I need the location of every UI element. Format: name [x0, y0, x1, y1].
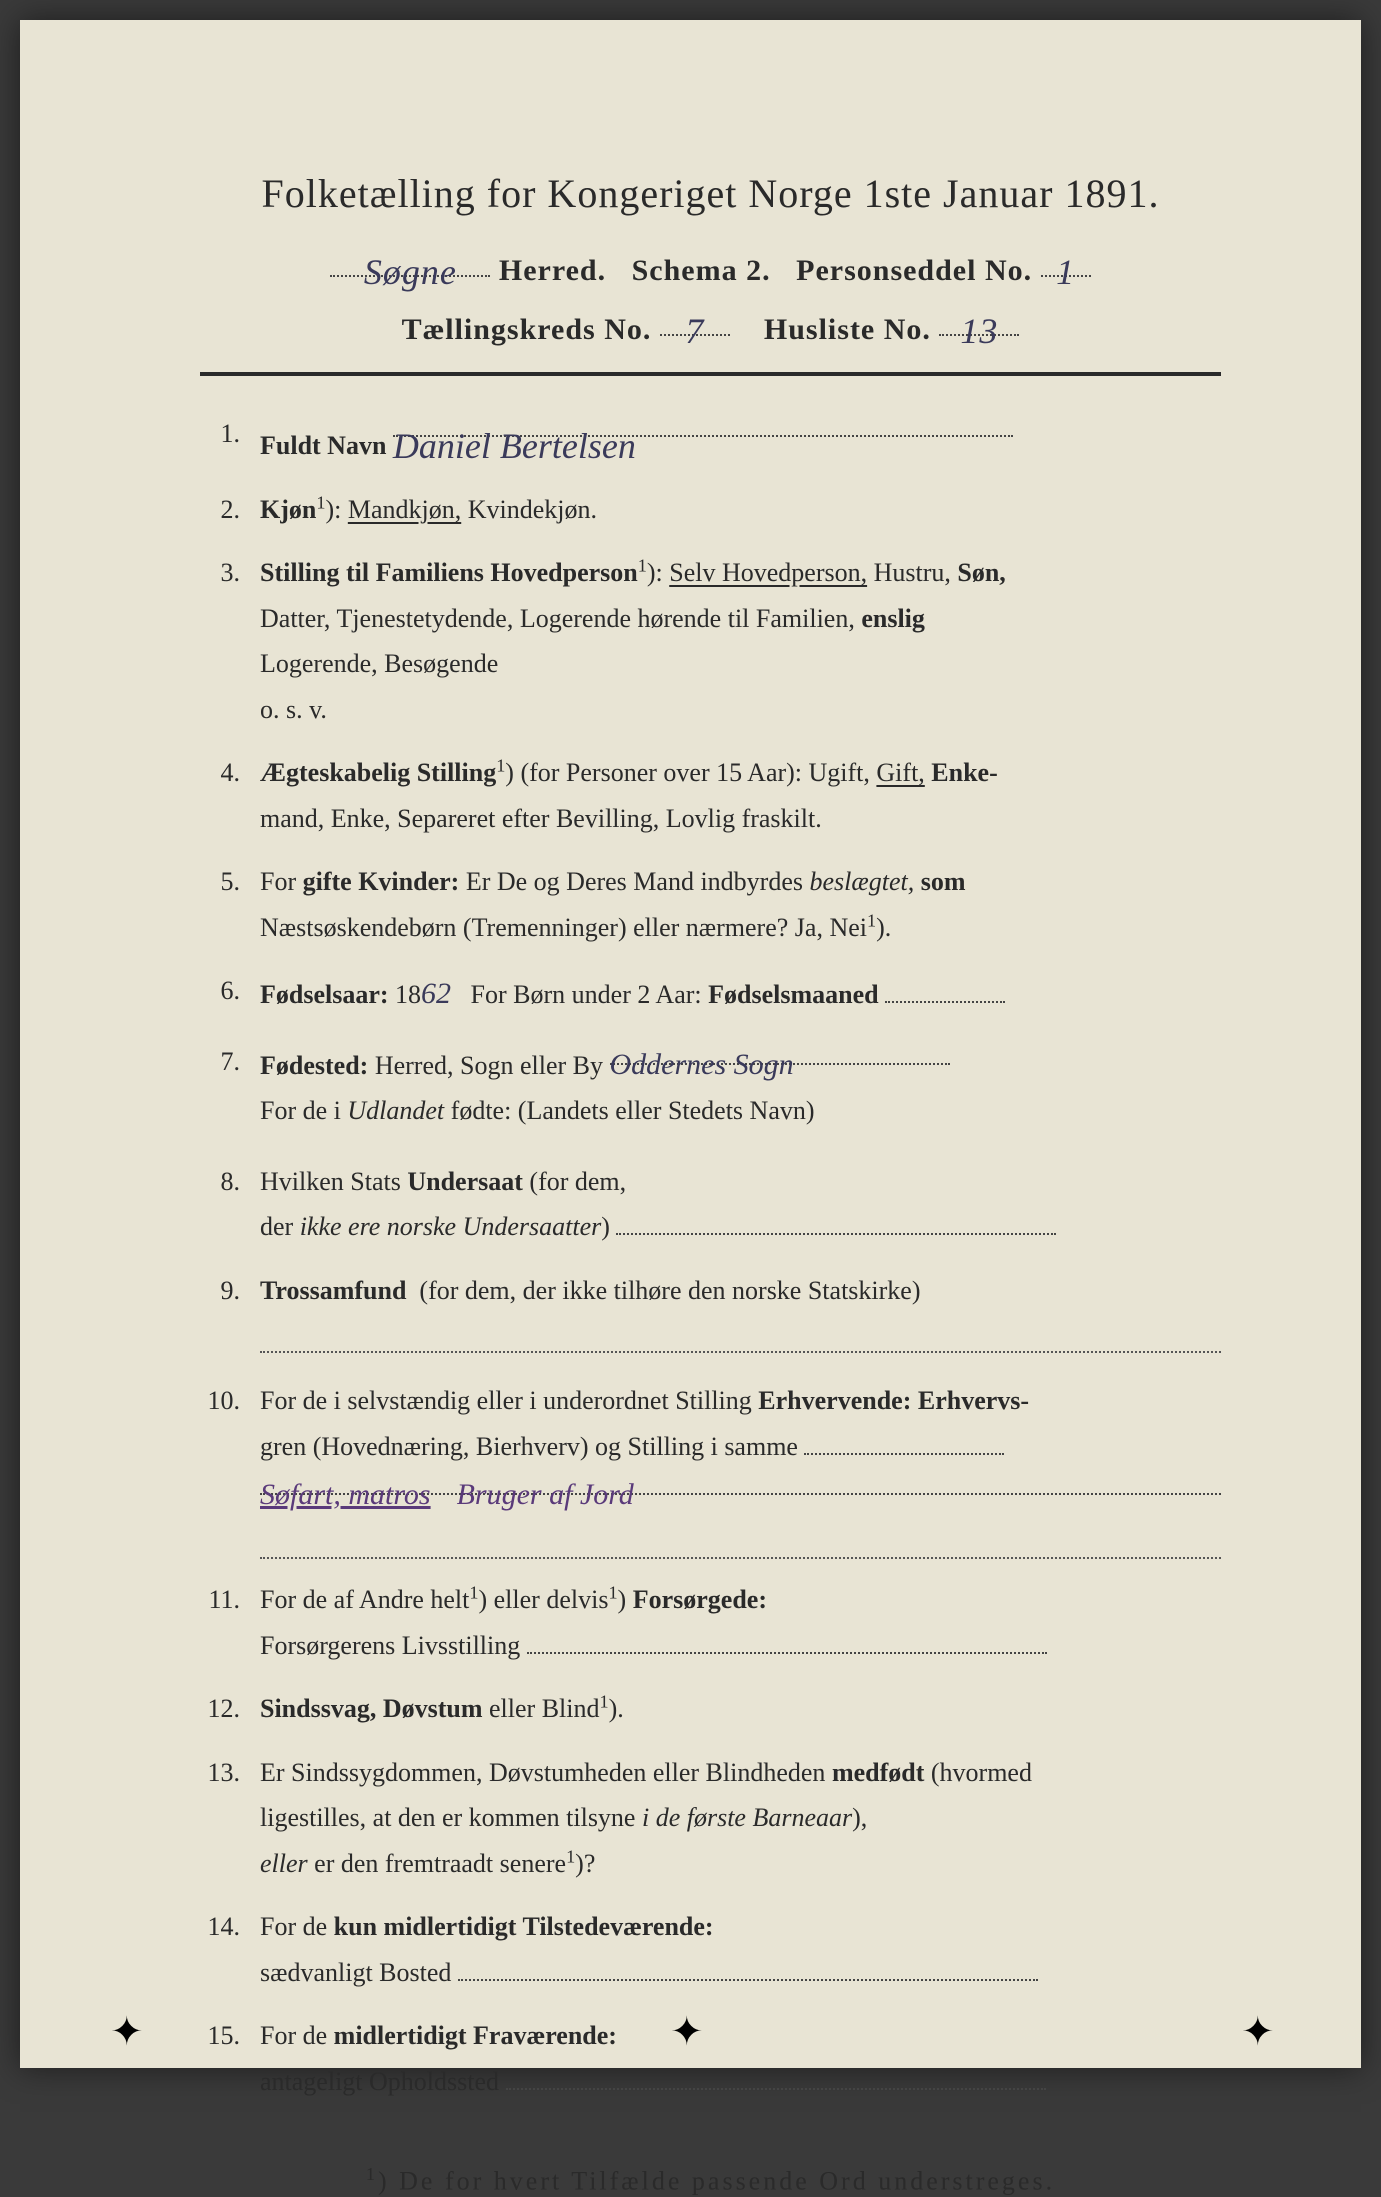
form-body: 1. Fuldt Navn Daniel Bertelsen 2. Kjøn1)… [200, 411, 1221, 2104]
label-fodested: Fødested: [260, 1051, 368, 1080]
binding-mark-icon: ✦ [1241, 2008, 1271, 2038]
kreds-label: Tællingskreds No. [402, 313, 652, 346]
item-15: 15. For de midlertidigt Fraværende: anta… [200, 2013, 1221, 2104]
item-7: 7. Fødested: Herred, Sogn eller By Odder… [200, 1039, 1221, 1134]
husliste-label: Husliste No. [764, 313, 931, 346]
label-fuldt-navn: Fuldt Navn [260, 431, 386, 460]
item-14: 14. For de kun midlertidigt Tilstedevære… [200, 1904, 1221, 1995]
item-number: 12. [200, 1686, 260, 1732]
personseddel-no: 1 [1056, 252, 1075, 292]
occupation-hand-1: Søfart, matros [260, 1478, 431, 1511]
item-5: 5. For gifte Kvinder: Er De og Deres Man… [200, 859, 1221, 950]
item-10: 10. For de i selvstændig eller i underor… [200, 1378, 1221, 1559]
item-12: 12. Sindssvag, Døvstum eller Blind1). [200, 1686, 1221, 1732]
census-form-page: Folketælling for Kongeriget Norge 1ste J… [20, 20, 1361, 2068]
item-number: 13. [200, 1750, 260, 1887]
header-line-1: Søgne Herred. Schema 2. Personseddel No.… [200, 247, 1221, 288]
option-gift: Gift, [876, 758, 924, 787]
option-kvindekjon: Kvindekjøn. [468, 495, 597, 524]
header-line-2: Tællingskreds No. 7 Husliste No. 13 [200, 306, 1221, 347]
item-number: 14. [200, 1904, 260, 1995]
husliste-no: 13 [960, 311, 998, 351]
label-fodselsaar: Fødselsaar: [260, 980, 389, 1009]
label-kjon: Kjøn [260, 495, 316, 524]
occupation-hand-2: Bruger af Jord [457, 1478, 634, 1511]
option-selv-hovedperson: Selv Hovedperson, [669, 558, 867, 587]
item-2: 2. Kjøn1): Mandkjøn, Kvindekjøn. [200, 487, 1221, 533]
item-number: 10. [200, 1378, 260, 1559]
item-number: 9. [200, 1268, 260, 1354]
item-6: 6. Fødselsaar: 1862 For Børn under 2 Aar… [200, 968, 1221, 1021]
item-number: 11. [200, 1577, 260, 1668]
item-number: 2. [200, 487, 260, 533]
schema-label: Schema 2. [632, 254, 771, 287]
label-stilling: Stilling til Familiens Hovedperson [260, 558, 638, 587]
item-13: 13. Er Sindssygdommen, Døvstumheden elle… [200, 1750, 1221, 1887]
item-1: 1. Fuldt Navn Daniel Bertelsen [200, 411, 1221, 469]
item-9: 9. Trossamfund (for dem, der ikke tilhør… [200, 1268, 1221, 1354]
item-number: 1. [200, 411, 260, 469]
name-handwritten: Daniel Bertelsen [393, 426, 636, 466]
birthplace-hand: Oddernes Sogn [610, 1048, 794, 1081]
label-trossamfund: Trossamfund [260, 1276, 406, 1305]
form-header: Folketælling for Kongeriget Norge 1ste J… [200, 170, 1221, 347]
label-aegteskab: Ægteskabelig Stilling [260, 758, 496, 787]
item-11: 11. For de af Andre helt1) eller delvis1… [200, 1577, 1221, 1668]
option-mandkjon: Mandkjøn, [348, 495, 461, 524]
item-number: 3. [200, 550, 260, 732]
footnote: 1) De for hvert Tilfælde passende Ord un… [200, 2164, 1221, 2197]
item-number: 8. [200, 1159, 260, 1250]
item-8: 8. Hvilken Stats Undersaat (for dem, der… [200, 1159, 1221, 1250]
item-number: 7. [200, 1039, 260, 1134]
form-title: Folketælling for Kongeriget Norge 1ste J… [200, 170, 1221, 217]
birth-year-hand: 62 [421, 977, 451, 1010]
herred-name-handwritten: Søgne [364, 252, 457, 292]
binding-mark-icon: ✦ [670, 2008, 700, 2038]
binding-mark-icon: ✦ [110, 2008, 140, 2038]
item-4: 4. Ægteskabelig Stilling1) (for Personer… [200, 750, 1221, 841]
item-number: 15. [200, 2013, 260, 2104]
item-number: 6. [200, 968, 260, 1021]
divider-rule [200, 372, 1221, 376]
item-3: 3. Stilling til Familiens Hovedperson1):… [200, 550, 1221, 732]
item-number: 4. [200, 750, 260, 841]
herred-label: Herred. [499, 254, 606, 287]
personseddel-label: Personseddel No. [796, 254, 1032, 287]
item-number: 5. [200, 859, 260, 950]
kreds-no: 7 [685, 311, 704, 351]
